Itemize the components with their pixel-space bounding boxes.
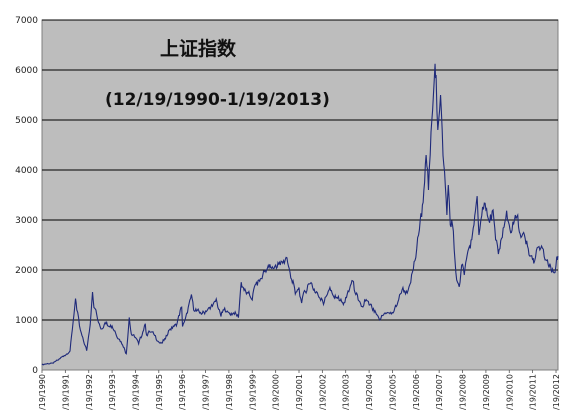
series-line-shanghai-index xyxy=(41,63,559,366)
x-tick-label: /19/2009 xyxy=(482,374,491,410)
y-tick-label: 0 xyxy=(32,366,38,376)
x-tick-label: /19/2001 xyxy=(295,374,304,410)
x-tick-label: /19/1993 xyxy=(108,374,117,410)
x-tick-label: /19/1994 xyxy=(131,374,140,410)
x-tick-label: /19/1992 xyxy=(85,374,94,410)
y-tick-label: 1000 xyxy=(15,316,38,326)
x-tick-label: /19/2012 xyxy=(552,374,561,410)
x-tick-label: /19/2008 xyxy=(459,374,468,410)
x-tick-label: /19/2002 xyxy=(318,374,327,410)
y-tick-label: 4000 xyxy=(15,166,38,176)
y-tick-label: 3000 xyxy=(15,216,38,226)
x-axis-tick-labels: /19/1990/19/1991/19/1992/19/1993/19/1994… xyxy=(38,370,561,410)
x-tick-label: /19/1996 xyxy=(178,374,187,410)
x-tick-label: /19/1998 xyxy=(225,374,234,410)
x-tick-label: /19/2010 xyxy=(505,374,514,410)
plot-area-background xyxy=(41,19,559,371)
chart-title: 上证指数 xyxy=(160,37,237,60)
y-axis-tick-labels: 0 1000 2000 3000 4000 5000 6000 7000 xyxy=(15,16,38,376)
y-tick-label: 7000 xyxy=(15,16,38,26)
x-tick-label: /19/1997 xyxy=(202,374,211,410)
x-tick-label: /19/1991 xyxy=(61,374,70,410)
x-tick-label: /19/1990 xyxy=(38,374,47,410)
x-tick-label: /19/2004 xyxy=(365,374,374,410)
x-tick-label: /19/2007 xyxy=(435,374,444,410)
x-tick-label: /19/2003 xyxy=(342,374,351,410)
x-tick-label: /19/1995 xyxy=(155,374,164,410)
x-tick-label: /19/2005 xyxy=(388,374,397,410)
x-tick-label: /19/1999 xyxy=(248,374,257,410)
chart-subtitle: (12/19/1990-1/19/2013) xyxy=(105,90,330,110)
y-tick-label: 5000 xyxy=(15,116,38,126)
x-tick-label: /19/2000 xyxy=(272,374,281,410)
y-tick-label: 2000 xyxy=(15,266,38,276)
x-tick-label: /19/2006 xyxy=(412,374,421,410)
x-tick-label: /19/2011 xyxy=(529,374,538,410)
y-tick-label: 6000 xyxy=(15,66,38,76)
grid-lines xyxy=(42,19,558,321)
